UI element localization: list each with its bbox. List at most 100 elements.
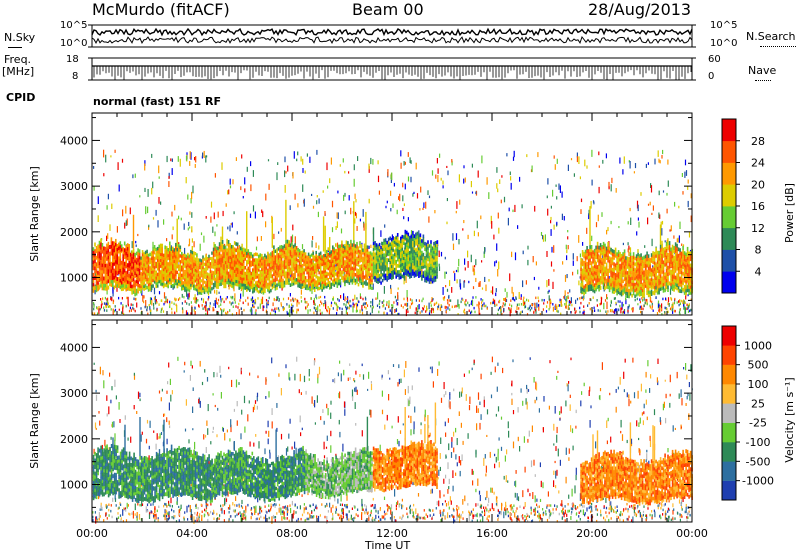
power-echo-cell [592, 269, 594, 274]
power-echo-cell [161, 282, 163, 286]
power-echo-cell [161, 264, 163, 268]
power-speck [684, 159, 687, 166]
power-echo-cell [428, 244, 431, 248]
power-echo-cell [242, 274, 245, 278]
power-echo-cell [313, 265, 316, 269]
power-echo-cell [400, 260, 402, 265]
power-echo-cell [372, 273, 375, 277]
power-speck [420, 186, 422, 193]
power-echo-cell [159, 258, 162, 262]
power-echo-cell [135, 270, 138, 274]
power-echo-cell [155, 256, 157, 260]
power-echo-cell [419, 264, 422, 268]
power-echo-cell [249, 277, 251, 281]
power-near-range-echo [239, 299, 241, 302]
power-echo-cell [137, 280, 139, 284]
power-echo-cell [584, 256, 587, 260]
power-echo-cell [292, 264, 295, 269]
power-near-range-echo [110, 308, 112, 311]
power-speck [661, 303, 663, 312]
power-speck [390, 284, 392, 290]
power-echo-cell [280, 260, 283, 264]
power-speck [666, 208, 668, 214]
power-echo-cell [246, 260, 248, 264]
power-near-range-echo [500, 308, 502, 312]
power-echo-cell [280, 248, 283, 252]
power-echo-cell [280, 257, 283, 261]
power-echo-cell [173, 265, 176, 269]
power-echo-cell [143, 279, 145, 283]
power-echo-cell [345, 264, 348, 268]
power-echo-cell [409, 253, 411, 258]
power-near-range-echo [348, 306, 350, 310]
power-echo-cell [155, 264, 157, 269]
power-speck [550, 229, 552, 236]
power-echo-cell [341, 255, 343, 260]
power-echo-plume [322, 216, 325, 252]
power-echo-cell [321, 270, 323, 274]
power-echo-cell [161, 246, 163, 251]
power-speck [681, 243, 683, 246]
power-echo-cell [338, 259, 340, 263]
power-echo-cell [590, 287, 593, 291]
power-echo-cell [593, 255, 596, 259]
power-echo-cell [173, 270, 176, 275]
power-echo-cell [250, 255, 253, 259]
power-near-range-echo [499, 299, 501, 303]
power-echo-cell [197, 260, 200, 264]
power-echo-cell [230, 260, 233, 264]
power-echo-cell [380, 273, 382, 277]
power-echo-cell [178, 282, 180, 286]
power-echo-cell [584, 274, 587, 279]
power-echo-cell [265, 263, 268, 267]
power-echo-cell [226, 261, 228, 265]
power-speck [370, 244, 372, 248]
power-echo-cell [315, 264, 317, 268]
power-echo-cell [126, 273, 129, 278]
power-near-range-echo [217, 302, 219, 305]
power-echo-cell [321, 280, 323, 285]
power-near-range-echo [195, 301, 197, 304]
power-echo-cell [407, 242, 410, 246]
power-echo-cell [236, 276, 239, 281]
power-echo-cell [135, 279, 138, 284]
power-near-range-echo [658, 303, 660, 306]
power-echo-cell [129, 277, 132, 282]
power-echo-cell [330, 282, 333, 286]
power-echo-cell [194, 284, 197, 288]
power-speck [421, 265, 423, 273]
power-echo-cell [175, 242, 177, 247]
power-echo-cell [150, 275, 153, 280]
power-echo-cell [277, 282, 280, 287]
power-speck [687, 179, 689, 184]
power-speck [490, 290, 492, 293]
power-echo-cell [194, 279, 197, 283]
power-echo-cell [217, 273, 219, 277]
power-near-range-echo [640, 310, 642, 314]
power-echo-cell [119, 251, 122, 256]
power-echo-cell [584, 271, 587, 276]
power-echo-cell [158, 262, 160, 266]
power-near-range-echo [161, 307, 163, 310]
power-echo-cell [238, 254, 240, 258]
power-echo-cell [386, 246, 388, 251]
power-speck [475, 259, 477, 266]
power-speck [152, 181, 154, 189]
power-echo-cell [384, 273, 387, 278]
power-near-range-echo [614, 297, 616, 300]
power-near-range-echo [345, 303, 347, 307]
power-echo-cell [359, 267, 361, 272]
power-speck [672, 302, 674, 309]
power-echo-cell [374, 272, 376, 277]
power-echo-cell [400, 245, 402, 250]
power-echo-cell [330, 274, 333, 278]
power-echo-cell [258, 268, 260, 272]
power-echo-cell [360, 270, 363, 274]
power-echo-cell [262, 277, 265, 282]
power-echo-cell [220, 254, 222, 258]
power-speck [158, 197, 160, 204]
power-echo-cell [197, 266, 200, 270]
power-echo-cell [418, 262, 420, 266]
power-echo-cell [309, 280, 311, 284]
power-echo-cell [203, 257, 206, 261]
